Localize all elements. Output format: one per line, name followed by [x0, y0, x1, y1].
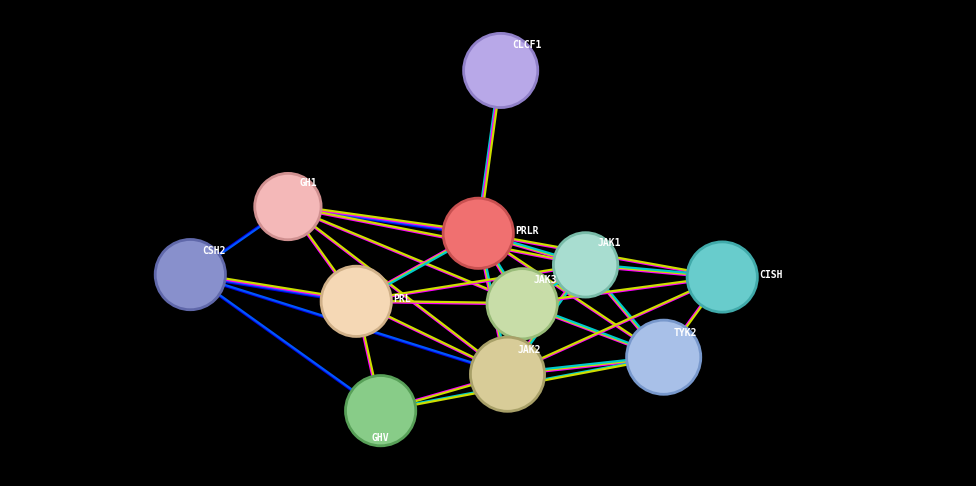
Ellipse shape — [553, 233, 618, 297]
Ellipse shape — [346, 376, 416, 446]
Ellipse shape — [443, 198, 513, 268]
Ellipse shape — [687, 242, 757, 312]
Ellipse shape — [255, 174, 321, 240]
Ellipse shape — [155, 240, 225, 310]
Ellipse shape — [464, 34, 538, 107]
Ellipse shape — [627, 320, 701, 394]
Text: TYK2: TYK2 — [673, 328, 697, 338]
Text: GH1: GH1 — [300, 178, 317, 188]
Ellipse shape — [321, 266, 391, 336]
Text: CSH2: CSH2 — [202, 246, 225, 256]
Text: JAK3: JAK3 — [534, 275, 557, 285]
Text: PRLR: PRLR — [515, 226, 539, 236]
Text: JAK2: JAK2 — [517, 345, 541, 355]
Ellipse shape — [470, 337, 545, 411]
Text: GHV: GHV — [372, 433, 389, 443]
Ellipse shape — [487, 269, 557, 339]
Text: JAK1: JAK1 — [597, 238, 621, 248]
Text: CISH: CISH — [759, 270, 783, 279]
Text: CLCF1: CLCF1 — [512, 40, 542, 50]
Text: PRL: PRL — [393, 294, 411, 304]
